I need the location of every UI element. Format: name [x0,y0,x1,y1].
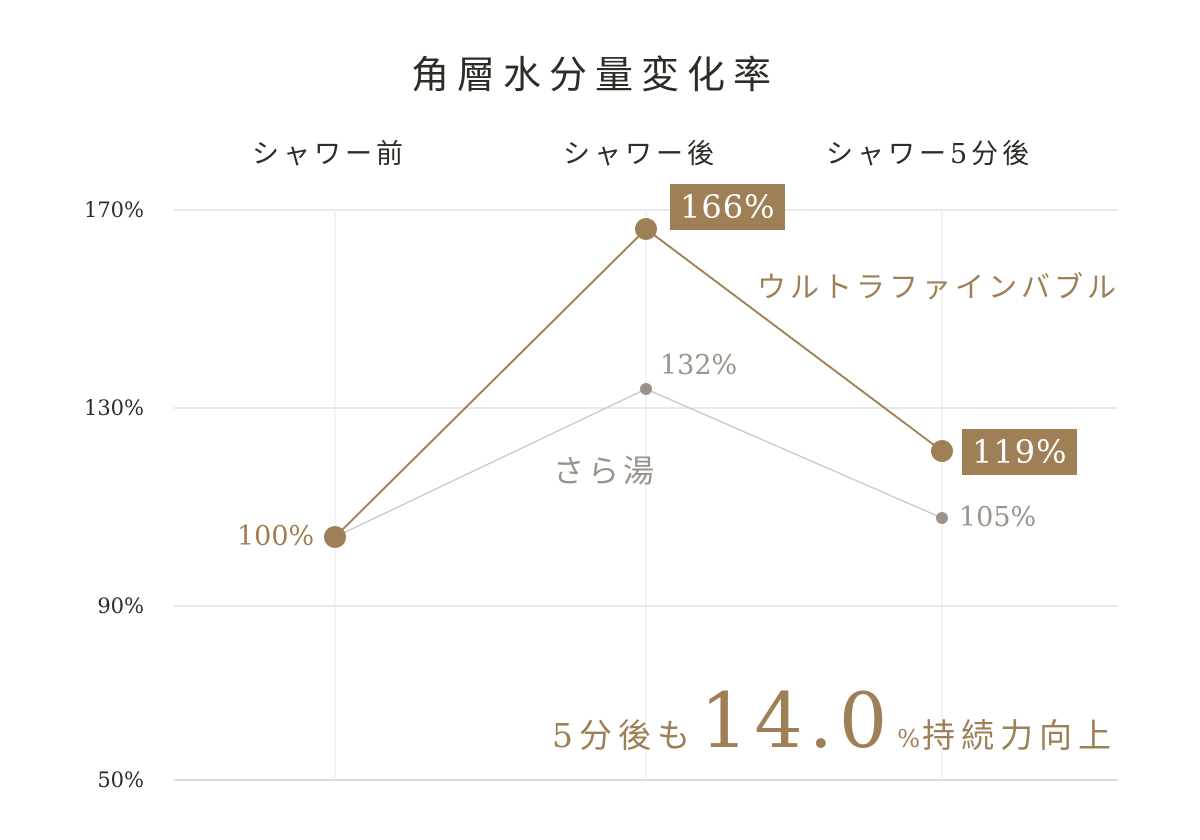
value-label-100: 100% [237,521,315,552]
y-tick-90: 90% [97,594,144,618]
series-label-plain-water: さら湯 [553,454,658,490]
y-tick-50: 50% [97,768,144,792]
y-tick-130: 130% [83,396,144,420]
value-label-132: 132% [660,350,738,381]
value-label-105: 105% [959,502,1037,533]
annotation-value: 14.0 [700,676,894,765]
annotation-callout: 5分後も 14.0 % 持続力向上 [552,676,1117,765]
annotation-suffix: 持続力向上 [922,716,1118,755]
chart-title: 角層水分量変化率 [410,53,779,97]
series-ultra-fine-bubble [324,218,953,548]
category-label-5min-after: シャワー5分後 [826,139,1034,170]
annotation-unit: % [897,725,923,753]
category-label-before: シャワー前 [252,139,407,170]
annotation-prefix: 5分後も [552,716,696,755]
category-label-after: シャワー後 [563,139,718,170]
series-plain-water [334,383,948,538]
value-badge-119: 119% [962,429,1078,475]
y-tick-170: 170% [83,198,144,222]
value-badge-166: 166% [670,184,786,230]
series-label-ultra-fine-bubble: ウルトラファインバブル [757,270,1121,304]
